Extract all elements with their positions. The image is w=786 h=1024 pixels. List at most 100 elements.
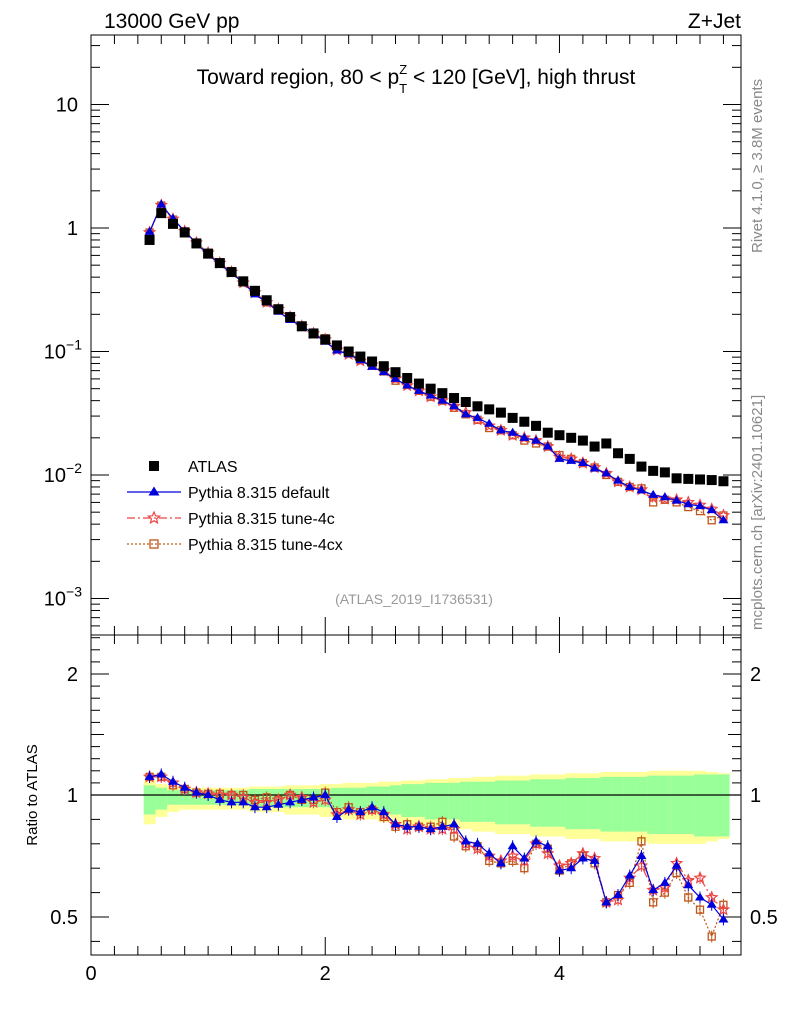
ratio-point-pythia-8-315-default <box>577 853 588 862</box>
ratio-point-pythia-8-315-default <box>320 790 331 798</box>
ratio-point-pythia-8-315-default <box>718 914 729 923</box>
data-point-atlas <box>238 276 249 287</box>
ratio-point-pythia-8-315-default <box>472 838 483 847</box>
ratio-point-pythia-8-315-default <box>589 855 600 864</box>
ratio-point-pythia-8-315-default <box>390 819 401 828</box>
data-point-atlas <box>331 340 342 351</box>
ratio-point-pythia-8-315-default <box>355 807 366 816</box>
main-title: Toward region, 80 < pZ T < 120 [GeV], hig… <box>197 62 636 96</box>
ratio-point-pythia-8-315-default <box>144 771 155 780</box>
ratio-point-pythia-8-315-default <box>706 899 717 908</box>
main-ytick-label: 10−1 <box>44 337 82 364</box>
legend-item-pythia-8-315-tune-4c: Pythia 8.315 tune-4c <box>127 510 335 528</box>
uncertainty-band-inner <box>331 787 344 810</box>
data-point-pythia-8-315-default <box>648 489 659 498</box>
data-point-atlas <box>214 258 225 269</box>
data-point-atlas <box>320 334 331 345</box>
ratio-point-pythia-8-315-default <box>542 841 553 850</box>
ratio-panel: Ratio to ATLAS 2 2 1 1 0.5 0.5 0 2 4 <box>24 634 778 985</box>
data-point-atlas <box>460 397 471 408</box>
rivet-version-label: Rivet 4.1.0, ≥ 3.8M events <box>749 79 766 253</box>
ratio-point-pythia-8-315-default <box>624 870 635 879</box>
data-point-atlas <box>531 420 542 431</box>
ratio-point-pythia-8-315-default <box>308 792 319 801</box>
data-point-atlas <box>636 461 647 472</box>
legend-label: Pythia 8.315 tune-4c <box>188 511 335 528</box>
ratio-xtick-label: 2 <box>320 963 331 985</box>
data-point-pythia-8-315-default <box>144 226 155 235</box>
data-point-atlas <box>554 430 565 441</box>
ratio-point-pythia-8-315-tune-4cx <box>707 932 716 941</box>
ratio-point-pythia-8-315-default <box>437 821 448 830</box>
ratio-point-pythia-8-315-tune-4cx <box>695 905 705 914</box>
ratio-point-pythia-8-315-default <box>238 797 249 806</box>
ratio-point-pythia-8-315-default <box>554 865 565 874</box>
uncertainty-band-inner <box>167 790 180 805</box>
data-point-atlas <box>437 388 448 399</box>
data-point-pythia-8-315-default <box>156 199 167 208</box>
uncertainty-band-inner <box>541 779 554 827</box>
main-ytick-label: 10−3 <box>44 584 82 611</box>
uncertainty-band-inner <box>670 775 683 835</box>
legend-marker <box>148 486 160 496</box>
uncertainty-band-inner <box>413 784 426 817</box>
ratio-point-pythia-8-315-default <box>343 804 354 813</box>
ratio-point-pythia-8-315-tune-4cx <box>649 898 658 907</box>
data-point-atlas <box>249 285 260 296</box>
data-point-atlas <box>261 295 272 306</box>
ratio-point-pythia-8-315-default <box>695 892 706 901</box>
uncertainty-band-inner <box>506 780 519 825</box>
ratio-point-pythia-8-315-default <box>601 897 612 906</box>
data-point-pythia-8-315-default <box>519 432 530 441</box>
ratio-point-pythia-8-315-default <box>671 860 682 869</box>
data-point-pythia-8-315-default <box>390 373 401 382</box>
header-left-label: 13000 GeV pp <box>104 10 239 33</box>
data-point-atlas <box>449 393 460 404</box>
data-point-pythia-8-315-default <box>460 409 471 418</box>
ratio-point-pythia-8-315-default <box>296 794 307 803</box>
ratio-point-pythia-8-315-tune-4c <box>447 822 461 835</box>
data-point-atlas <box>144 234 155 245</box>
ratio-point-pythia-8-315-default <box>566 863 577 872</box>
ratio-ylabel: Ratio to ATLAS <box>24 744 41 845</box>
data-point-atlas <box>191 238 202 249</box>
uncertainty-band-inner <box>448 782 461 820</box>
main-ytick-label: 10 <box>56 95 78 117</box>
ratio-ytick-label-right: 0.5 <box>750 907 778 929</box>
data-point-atlas <box>566 432 577 443</box>
data-point-pythia-8-315-default <box>566 455 577 464</box>
data-point-pythia-8-315-tune-4c <box>154 198 168 211</box>
uncertainty-band-inner <box>495 780 508 825</box>
uncertainty-band-inner <box>553 779 566 827</box>
data-point-pythia-8-315-default <box>484 418 495 427</box>
data-point-pythia-8-315-default <box>413 385 424 394</box>
legend-label: Pythia 8.315 tune-4cx <box>188 537 343 554</box>
ratio-point-pythia-8-315-tune-4c <box>306 795 321 809</box>
data-point-atlas <box>577 435 588 446</box>
data-point-atlas <box>718 476 729 487</box>
uncertainty-band-inner <box>155 787 168 810</box>
data-point-atlas <box>519 416 530 427</box>
ratio-point-pythia-8-315-tune-4cx <box>684 893 693 902</box>
data-point-pythia-8-315-default <box>531 435 542 444</box>
legend-marker <box>149 539 159 549</box>
uncertainty-band-inner <box>471 781 484 822</box>
ratio-point-pythia-8-315-tune-4c <box>693 870 707 884</box>
data-point-pythia-8-315-default <box>718 515 729 524</box>
legend-item-pythia-8-315-default: Pythia 8.315 default <box>127 485 330 502</box>
data-point-pythia-8-315-default <box>659 492 670 501</box>
data-point-pythia-8-315-default <box>577 458 588 467</box>
data-point-pythia-8-315-tune-4c <box>505 428 520 441</box>
data-point-atlas <box>683 473 694 484</box>
uncertainty-band-inner <box>577 778 590 830</box>
ratio-point-pythia-8-315-tune-4c <box>716 902 731 916</box>
data-point-pythia-8-315-default <box>542 441 553 450</box>
data-point-atlas <box>589 441 600 452</box>
data-point-pythia-8-315-default <box>449 401 460 410</box>
ratio-ytick-label-right: 1 <box>750 785 761 807</box>
uncertainty-band-inner <box>635 776 648 832</box>
ratio-point-pythia-8-315-default <box>484 848 495 857</box>
data-point-atlas <box>226 267 237 278</box>
ratio-point-pythia-8-315-default <box>156 769 167 778</box>
